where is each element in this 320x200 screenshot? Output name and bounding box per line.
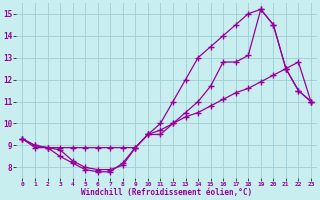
X-axis label: Windchill (Refroidissement éolien,°C): Windchill (Refroidissement éolien,°C): [81, 188, 252, 197]
